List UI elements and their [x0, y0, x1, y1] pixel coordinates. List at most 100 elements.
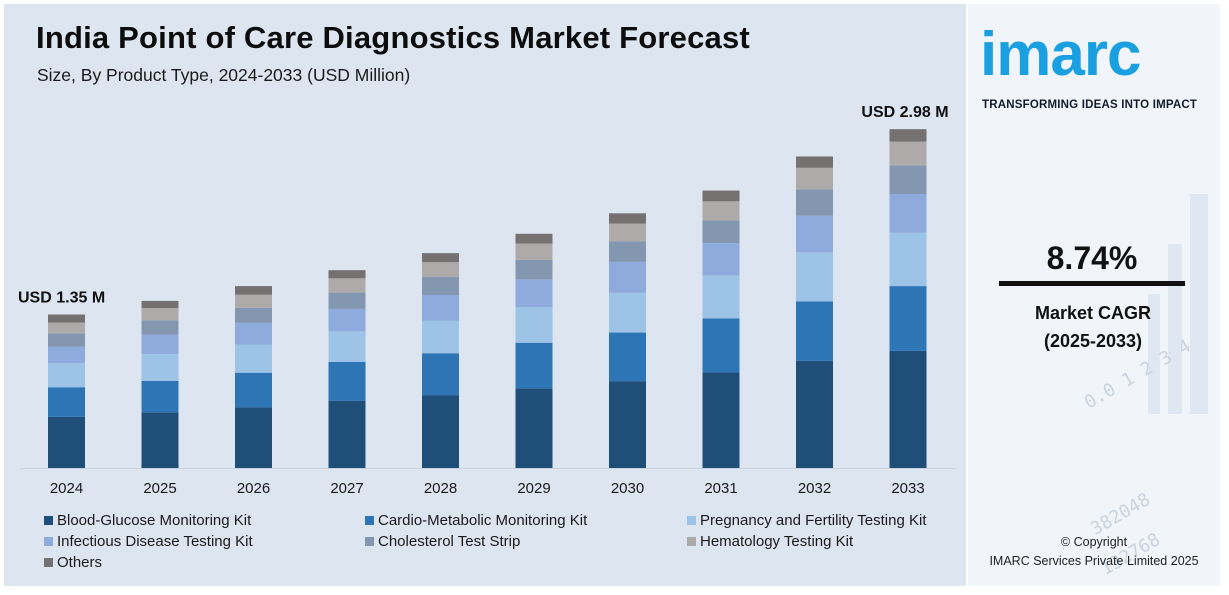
bar-segment-2032-s2: [796, 252, 833, 302]
bar-segment-2032-s6: [796, 156, 833, 168]
cagr-value: 8.74%: [1046, 240, 1138, 276]
bar-segment-2031-s6: [702, 190, 740, 202]
bar-segment-2024-s2: [48, 362, 85, 388]
bar-segment-2027-s2: [328, 331, 366, 362]
bar-segment-2028-s2: [422, 320, 459, 354]
bar-segment-2026-s4: [235, 307, 272, 323]
cagr-label-line2: (2025-2033): [1043, 331, 1143, 351]
bar-segment-2028-s3: [422, 294, 459, 321]
x-tick-label: 2025: [143, 480, 176, 497]
chart-subtitle: Size, By Product Type, 2024-2033 (USD Mi…: [37, 65, 411, 85]
bar-segment-2025-s1: [141, 380, 179, 413]
bar-segment-2030-s5: [609, 223, 646, 242]
x-tick-label: 2030: [611, 480, 644, 497]
bar-segment-2029-s0: [515, 388, 553, 468]
value-annotation: USD 1.35 M: [18, 290, 105, 307]
legend-item: Cholesterol Test Strip: [365, 533, 520, 550]
legend-label: Hematology Testing Kit: [700, 533, 854, 550]
bar-segment-2030-s2: [609, 292, 646, 333]
legend-swatch: [365, 537, 374, 546]
legend-swatch: [687, 516, 696, 525]
legend-label: Others: [57, 554, 103, 571]
bar-segment-2033-s0: [889, 350, 927, 468]
bar-segment-2025-s2: [141, 354, 179, 381]
legend-label: Cholesterol Test Strip: [378, 533, 521, 550]
imarc-logo: imarc: [980, 20, 1141, 89]
value-annotation: USD 2.98 M: [861, 104, 948, 121]
bar-segment-2031-s4: [702, 220, 740, 244]
logo-tagline: TRANSFORMING IDEAS INTO IMPACT: [982, 99, 1198, 111]
decor-bar: [1168, 244, 1182, 414]
cagr-label-line1: Market CAGR: [1034, 303, 1152, 323]
bar-segment-2028-s0: [422, 395, 459, 468]
bar-segment-2027-s0: [328, 400, 366, 468]
legend-item: Blood-Glucose Monitoring Kit: [44, 512, 251, 529]
x-tick-label: 2026: [237, 480, 270, 497]
cagr-label: Market CAGR (2025-2033): [988, 299, 1198, 355]
bar-segment-2024-s0: [48, 416, 85, 468]
bar-segment-2033-s2: [889, 232, 927, 287]
bar-segment-2024-s5: [48, 322, 85, 334]
bar-segment-2028-s4: [422, 276, 459, 295]
bar-segment-2033-s6: [889, 129, 927, 142]
chart-title: India Point of Care Diagnostics Market F…: [36, 20, 750, 55]
bar-segment-2029-s5: [515, 243, 553, 260]
legend-label: Pregnancy and Fertility Testing Kit: [700, 512, 927, 529]
bar-segment-2027-s5: [328, 278, 366, 293]
bar-segment-2030-s6: [609, 213, 646, 224]
bar-segment-2028-s5: [422, 262, 459, 277]
bar-segment-2025-s3: [141, 334, 179, 355]
bar-segment-2026-s2: [235, 344, 272, 373]
bar-segment-2032-s1: [796, 301, 833, 361]
bar-segment-2027-s3: [328, 308, 366, 332]
x-tick-label: 2027: [330, 480, 363, 497]
bar-segment-2026-s5: [235, 294, 272, 308]
legend-label: Blood-Glucose Monitoring Kit: [57, 512, 252, 529]
bar-segment-2032-s3: [796, 215, 833, 253]
bar-segment-2027-s1: [328, 361, 366, 401]
x-tick-label: 2024: [50, 480, 83, 497]
bar-segment-2029-s2: [515, 306, 553, 343]
bar-segment-2033-s5: [889, 141, 927, 166]
bar-segment-2027-s4: [328, 292, 366, 309]
legend-item: Cardio-Metabolic Monitoring Kit: [365, 512, 587, 529]
x-tick-label: 2033: [891, 480, 924, 497]
bar-segment-2030-s0: [609, 381, 646, 468]
bar-segment-2030-s3: [609, 261, 646, 293]
x-tick-label: 2032: [798, 480, 831, 497]
legend-swatch: [687, 537, 696, 546]
bar-segment-2031-s0: [702, 372, 740, 468]
bar-segment-2033-s4: [889, 165, 927, 194]
bar-segment-2033-s1: [889, 286, 927, 351]
bar-segment-2030-s1: [609, 332, 646, 382]
bar-segment-2025-s6: [141, 300, 179, 309]
bar-segment-2028-s6: [422, 253, 459, 263]
bar-segment-2025-s4: [141, 320, 179, 335]
copyright: © Copyright IMARC Services Private Limit…: [978, 533, 1210, 571]
bar-segment-2032-s5: [796, 167, 833, 190]
bar-segment-2033-s3: [889, 193, 927, 233]
bar-segment-2031-s2: [702, 275, 740, 319]
x-tick-label: 2028: [424, 480, 457, 497]
bar-segment-2024-s4: [48, 333, 85, 347]
legend-swatch: [365, 516, 374, 525]
cagr-divider: [999, 281, 1185, 286]
legend-item: Pregnancy and Fertility Testing Kit: [687, 512, 927, 529]
legend-swatch: [44, 537, 53, 546]
copyright-line2: IMARC Services Private Limited 2025: [989, 554, 1199, 568]
bar-segment-2026-s0: [235, 407, 272, 468]
bar-segment-2029-s4: [515, 259, 553, 280]
bar-segment-2028-s1: [422, 353, 459, 396]
bar-segment-2026-s6: [235, 286, 272, 295]
decor-bar: [1190, 194, 1208, 414]
bar-segment-2026-s3: [235, 322, 272, 345]
bar-segment-2024-s6: [48, 314, 85, 323]
legend-label: Cardio-Metabolic Monitoring Kit: [378, 512, 588, 529]
legend-item: Others: [44, 554, 102, 571]
bar-segment-2029-s3: [515, 279, 553, 307]
copyright-line1: © Copyright: [1060, 535, 1128, 549]
bar-segment-2025-s0: [141, 412, 179, 468]
stacked-bar-chart: 2024 2025 2026 2027 2028 2029 2030 2031 2032 2033…: [18, 104, 955, 497]
bar-segment-2024-s1: [48, 387, 85, 417]
bar-segment-2026-s1: [235, 372, 272, 408]
